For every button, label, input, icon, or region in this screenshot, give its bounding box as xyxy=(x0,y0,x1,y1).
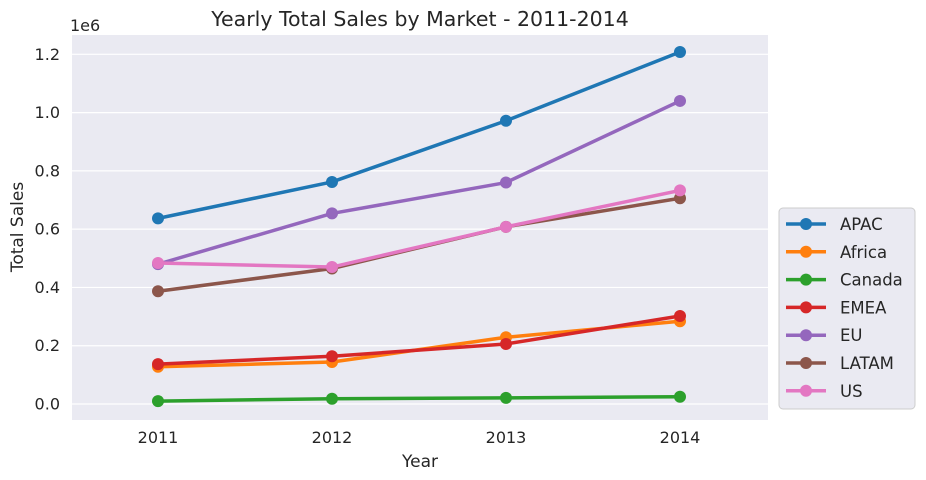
data-point xyxy=(674,45,686,58)
y-tick-label: 1.2 xyxy=(35,45,60,64)
series-emea xyxy=(152,309,686,371)
data-point xyxy=(152,256,164,269)
x-tick-label: 2011 xyxy=(138,428,179,447)
chart-title: Yearly Total Sales by Market - 2011-2014 xyxy=(210,7,629,31)
data-point xyxy=(674,390,686,403)
y-tick-label: 1.0 xyxy=(35,103,60,122)
legend-item-canada: Canada xyxy=(786,271,903,290)
y-tick-label: 0.4 xyxy=(35,278,60,297)
legend-item-emea: EMEA xyxy=(786,298,887,317)
legend-label: EMEA xyxy=(840,298,887,317)
legend-item-eu: EU xyxy=(786,326,863,345)
y-tick-label: 0.6 xyxy=(35,220,60,239)
data-point xyxy=(326,207,338,220)
legend-label: LATAM xyxy=(840,354,894,373)
series-eu xyxy=(152,94,686,271)
data-point xyxy=(500,337,512,350)
legend-marker xyxy=(800,218,812,230)
y-tick-label: 0.2 xyxy=(35,336,60,355)
y-offset-label: 1e6 xyxy=(70,16,100,35)
x-tick-label: 2012 xyxy=(312,428,353,447)
legend-item-africa: Africa xyxy=(786,243,887,262)
legend-item-latam: LATAM xyxy=(786,354,894,373)
data-point xyxy=(674,94,686,107)
x-tick-label: 2014 xyxy=(660,428,701,447)
x-tick-label: 2013 xyxy=(486,428,527,447)
data-point xyxy=(500,176,512,189)
legend-marker xyxy=(800,301,812,314)
plot-area xyxy=(72,35,768,420)
data-point xyxy=(326,261,338,274)
legend-marker xyxy=(800,273,812,286)
data-point xyxy=(674,184,686,197)
legend: APAC Africa Canada EMEA EU LATAM US xyxy=(778,207,916,410)
series-us xyxy=(152,184,686,274)
data-point xyxy=(152,285,164,298)
legend-item-apac: APAC xyxy=(786,215,883,234)
data-point xyxy=(500,220,512,233)
series-line xyxy=(156,50,682,221)
legend-label: Canada xyxy=(840,271,903,290)
series-line xyxy=(156,314,682,366)
x-axis-title: Year xyxy=(401,452,438,472)
legend-marker xyxy=(800,245,812,258)
data-point xyxy=(152,395,164,408)
series-line xyxy=(156,99,682,266)
data-point xyxy=(326,392,338,405)
y-tick-label: 0.8 xyxy=(35,161,60,180)
y-axis-ticks: 0.0 0.2 0.4 0.6 0.8 1.0 1.2 xyxy=(35,45,60,414)
legend-marker xyxy=(800,384,812,397)
data-point xyxy=(674,309,686,322)
y-axis-title: Total Sales xyxy=(8,182,28,273)
legend-label: APAC xyxy=(840,215,883,234)
series-line xyxy=(156,188,682,269)
legend-item-us: US xyxy=(786,382,863,401)
data-point xyxy=(326,175,338,188)
series-line xyxy=(156,394,682,403)
y-tick-label: 0.0 xyxy=(35,395,60,414)
series-group xyxy=(152,45,686,408)
legend-box xyxy=(778,207,916,410)
legend-marker xyxy=(800,357,812,369)
x-axis-ticks: 2011 2012 2013 2014 xyxy=(138,428,701,447)
series-apac xyxy=(152,45,686,225)
data-point xyxy=(500,391,512,404)
data-point xyxy=(500,114,512,127)
legend-label: US xyxy=(840,382,863,401)
data-point xyxy=(152,358,164,371)
series-canada xyxy=(152,390,686,408)
data-point xyxy=(326,350,338,363)
data-point xyxy=(152,212,164,225)
legend-label: Africa xyxy=(840,243,887,262)
legend-label: EU xyxy=(840,326,863,345)
legend-marker xyxy=(800,329,812,342)
